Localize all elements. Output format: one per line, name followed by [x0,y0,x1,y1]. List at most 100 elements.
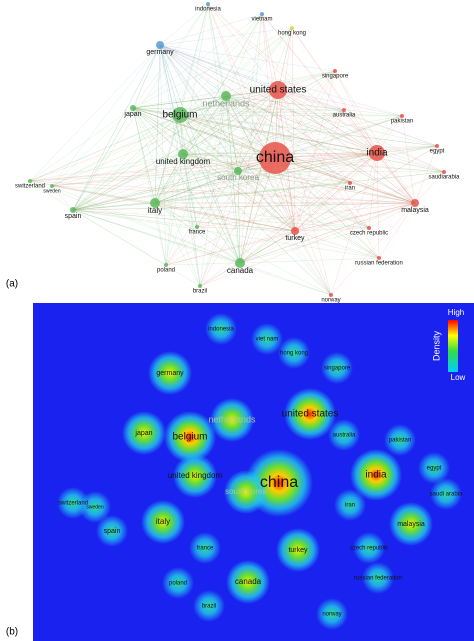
edge [29,114,181,182]
edge [207,3,296,232]
edge [159,44,167,266]
node-label: poland [157,268,175,274]
edge [199,262,241,287]
edge [29,180,74,211]
edge [51,89,279,187]
node-label: canada [227,266,254,275]
node [259,142,291,174]
node [178,149,188,159]
edge [132,107,380,259]
edge [239,115,403,264]
edge [154,202,167,266]
edge [72,109,345,211]
edge [132,107,184,155]
edge [72,209,201,287]
edge [261,13,296,232]
edge [51,95,227,187]
edge [132,107,345,111]
edge [277,89,370,229]
node-label: malaysia [401,207,429,214]
edge [196,95,227,228]
edge [207,3,279,91]
edge [225,95,378,154]
node-label: india [366,148,388,159]
edge [51,185,241,264]
density-blob [193,590,225,622]
edge [154,44,161,204]
edge [277,27,293,91]
edge [159,44,378,154]
node-label: netherlands [202,98,250,108]
edge [132,89,279,109]
node-label: turkey [288,547,308,554]
edge [72,107,134,211]
edge [182,153,296,232]
edge [154,202,241,264]
edge [165,170,239,266]
edge [29,180,296,232]
edge [159,27,293,46]
edge [159,44,227,97]
edge [179,95,227,116]
edge [29,157,276,182]
edge [225,95,416,204]
edge [225,95,239,172]
edge [72,170,239,211]
edge [179,114,239,172]
node-label: united states [282,409,339,420]
edge [237,13,263,172]
edge [182,109,345,155]
node-label: iran [345,503,355,509]
edge [225,95,345,111]
edge [51,114,181,187]
node-label: egypt [430,149,445,155]
edge [182,153,445,173]
edge [239,262,332,296]
node [130,105,136,111]
edge [182,153,416,204]
edge [132,107,184,155]
edge [72,89,279,211]
edge [154,109,345,204]
node-label: germany [156,370,184,377]
edge [179,114,239,172]
edge [154,152,378,204]
edge [237,109,345,172]
node-label: switzerland [58,501,88,507]
edge [72,114,181,211]
node-label: south korea [225,487,267,496]
edge [239,152,378,264]
node [411,199,419,207]
edge [237,170,296,232]
edge [132,107,239,172]
edge [207,3,227,97]
edge [182,3,209,155]
node [367,226,371,230]
panel-a: indonesia vietnam hong kong germany singapor… [15,2,460,304]
node [235,258,245,268]
edge [182,89,279,155]
edge [239,171,445,264]
density-blob [226,560,270,604]
edge [159,44,438,147]
edge [237,70,336,172]
edge [274,157,332,296]
edge [159,44,181,116]
edge [165,202,416,266]
edge [159,44,227,97]
edge [237,89,279,172]
edge [165,95,227,266]
node [150,198,160,208]
edge [261,13,276,159]
edge [29,95,227,182]
density-blob [96,515,128,547]
edge [277,89,332,296]
edge [132,107,296,232]
edge [154,202,201,287]
panel-label: (a) [6,279,18,290]
edge [179,114,378,154]
edge [72,95,227,211]
edge [182,89,279,155]
edge [72,44,161,211]
